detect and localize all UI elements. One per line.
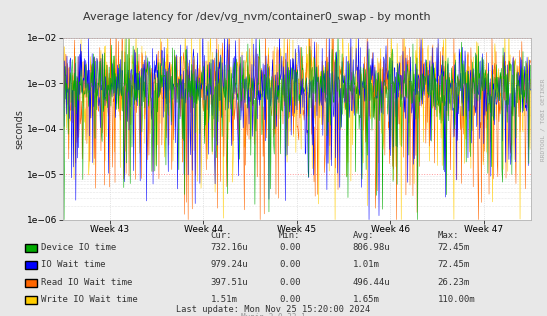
Text: Munin 2.0.33-1: Munin 2.0.33-1	[241, 313, 306, 316]
Text: IO Wait time: IO Wait time	[41, 260, 106, 269]
Text: 496.44u: 496.44u	[353, 278, 391, 287]
Text: 397.51u: 397.51u	[211, 278, 248, 287]
Text: 72.45m: 72.45m	[438, 243, 470, 252]
Text: Average latency for /dev/vg_nvm/container0_swap - by month: Average latency for /dev/vg_nvm/containe…	[83, 11, 431, 22]
Text: Max:: Max:	[438, 231, 459, 240]
Text: 0.00: 0.00	[279, 243, 300, 252]
Text: 732.16u: 732.16u	[211, 243, 248, 252]
Text: 110.00m: 110.00m	[438, 295, 475, 304]
Text: Cur:: Cur:	[211, 231, 232, 240]
Text: 806.98u: 806.98u	[353, 243, 391, 252]
Text: Last update: Mon Nov 25 15:20:00 2024: Last update: Mon Nov 25 15:20:00 2024	[176, 306, 371, 314]
Text: 26.23m: 26.23m	[438, 278, 470, 287]
Text: Read IO Wait time: Read IO Wait time	[41, 278, 132, 287]
Text: 1.65m: 1.65m	[353, 295, 380, 304]
Text: 0.00: 0.00	[279, 278, 300, 287]
Text: RRDTOOL / TOBI OETIKER: RRDTOOL / TOBI OETIKER	[541, 79, 546, 161]
Text: 0.00: 0.00	[279, 295, 300, 304]
Text: Min:: Min:	[279, 231, 300, 240]
Text: Device IO time: Device IO time	[41, 243, 117, 252]
Y-axis label: seconds: seconds	[14, 109, 24, 149]
Text: 979.24u: 979.24u	[211, 260, 248, 269]
Text: 0.00: 0.00	[279, 260, 300, 269]
Text: 1.01m: 1.01m	[353, 260, 380, 269]
Text: 72.45m: 72.45m	[438, 260, 470, 269]
Text: Write IO Wait time: Write IO Wait time	[41, 295, 138, 304]
Text: Avg:: Avg:	[353, 231, 374, 240]
Text: 1.51m: 1.51m	[211, 295, 237, 304]
